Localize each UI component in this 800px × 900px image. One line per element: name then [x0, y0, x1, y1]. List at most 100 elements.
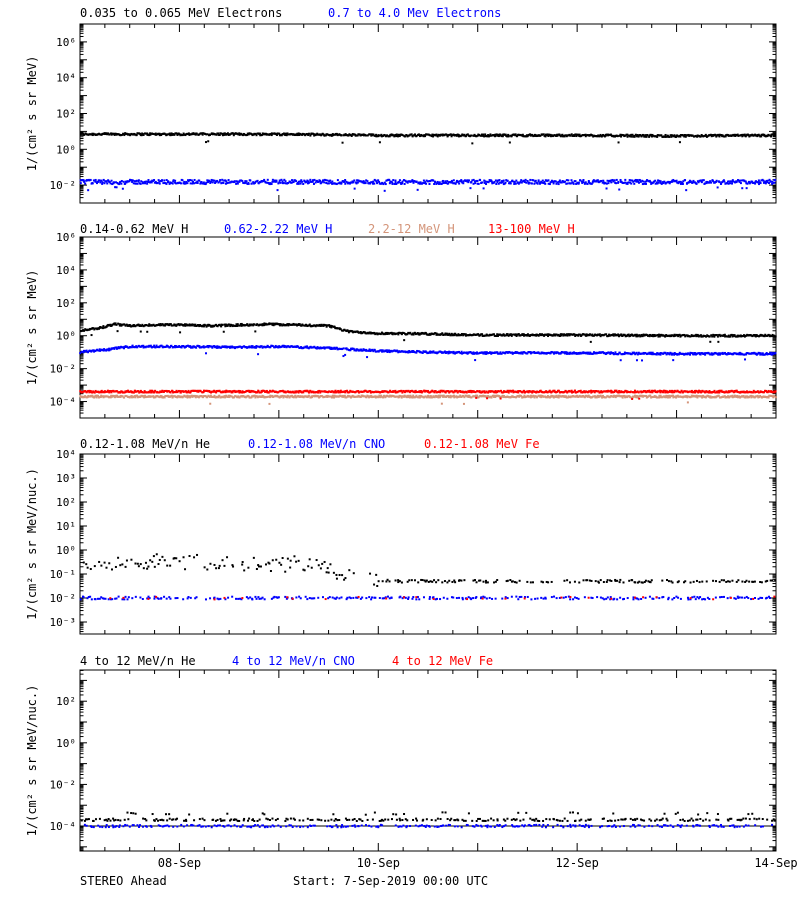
data-point [139, 132, 142, 135]
data-point [171, 346, 174, 349]
data-point [712, 180, 715, 183]
data-point [588, 333, 591, 336]
data-point [420, 133, 423, 136]
data-point [131, 180, 134, 183]
data-point [132, 325, 135, 328]
data-point [566, 334, 569, 337]
data-point [91, 132, 94, 135]
data-point [210, 178, 213, 181]
data-point [472, 351, 475, 354]
data-point [196, 180, 199, 183]
data-point [237, 345, 240, 348]
data-point [592, 179, 595, 182]
data-point [315, 179, 318, 182]
data-point [718, 353, 721, 356]
data-point [672, 352, 675, 355]
data-point [574, 334, 577, 337]
data-point [278, 345, 281, 348]
data-point [748, 135, 751, 138]
data-point [80, 132, 83, 135]
data-point [355, 330, 358, 333]
data-point [213, 396, 216, 399]
data-point [643, 182, 646, 185]
data-point [540, 180, 543, 183]
data-point [416, 188, 419, 191]
data-point [591, 352, 594, 355]
data-point [631, 179, 634, 182]
data-point [736, 335, 739, 338]
data-point [490, 179, 493, 182]
data-point [251, 345, 254, 348]
data-point [260, 345, 263, 348]
data-point [133, 180, 136, 183]
data-point [330, 134, 333, 137]
data-point [137, 344, 140, 347]
data-point [620, 135, 623, 138]
data-point [247, 394, 250, 397]
data-point [669, 180, 672, 183]
data-point [556, 181, 559, 184]
data-point [182, 133, 185, 136]
data-point [460, 179, 463, 182]
data-point [774, 135, 777, 138]
data-point [626, 181, 629, 184]
data-point [160, 344, 163, 347]
data-point [123, 134, 126, 137]
data-point [174, 179, 177, 182]
y-tick-label: 10⁰ [56, 330, 76, 343]
data-point [763, 133, 766, 136]
data-point [102, 325, 105, 328]
data-point [254, 180, 257, 183]
data-point [614, 396, 617, 399]
data-point [637, 395, 640, 398]
data-point [752, 134, 755, 137]
data-point [648, 135, 651, 138]
data-point [100, 179, 103, 182]
data-point [171, 182, 174, 185]
data-point [484, 351, 487, 354]
data-point [485, 134, 488, 137]
data-point [232, 396, 235, 399]
data-point [443, 134, 446, 137]
data-point [509, 181, 512, 184]
data-point [725, 395, 728, 398]
data-point [735, 181, 738, 184]
data-point [295, 180, 298, 183]
data-point [181, 345, 184, 348]
data-point [739, 182, 742, 185]
data-point [342, 355, 345, 358]
data-point [305, 132, 308, 135]
data-point [441, 179, 444, 182]
data-point [579, 395, 582, 398]
data-point [409, 180, 412, 183]
data-point [724, 135, 727, 138]
data-point [141, 344, 144, 347]
data-point [675, 396, 678, 399]
data-point [266, 178, 269, 181]
data-point [714, 334, 717, 337]
data-point [275, 180, 278, 183]
data-point [282, 182, 285, 185]
data-point [141, 182, 144, 185]
data-point [94, 394, 97, 397]
data-point [658, 352, 661, 355]
data-point [395, 133, 398, 136]
data-point [124, 324, 127, 327]
y-tick-label: 10² [56, 297, 76, 310]
data-point [490, 396, 493, 399]
data-point [361, 133, 364, 136]
data-point [163, 396, 166, 399]
data-point [452, 352, 455, 355]
data-point [380, 395, 383, 398]
data-point [685, 395, 688, 398]
data-point [681, 352, 684, 355]
data-point [391, 182, 394, 185]
data-point [219, 179, 222, 182]
data-point [765, 179, 768, 182]
data-point [110, 132, 113, 135]
data-point [495, 133, 498, 136]
data-point [582, 333, 585, 336]
data-point [630, 396, 633, 399]
data-point [320, 181, 323, 184]
data-point [594, 135, 597, 138]
